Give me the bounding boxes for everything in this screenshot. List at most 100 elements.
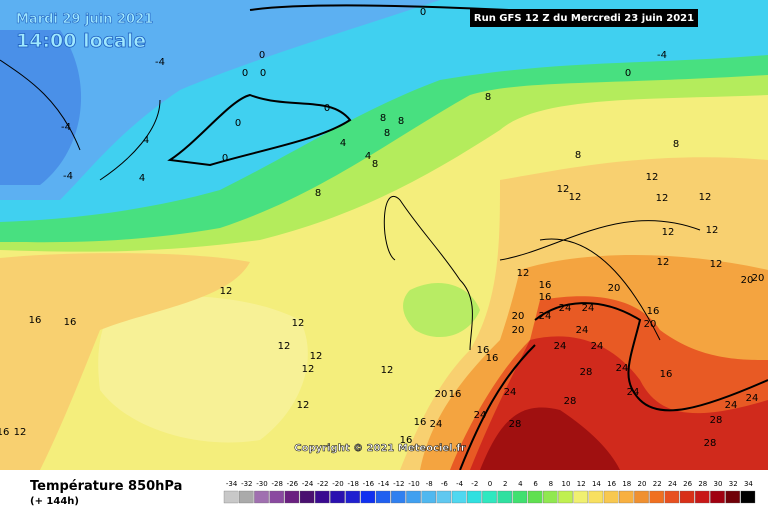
run-info: Run GFS 12 Z du Mercredi 23 juin 2021	[474, 13, 694, 24]
contour-label: 24	[430, 419, 443, 430]
contour-label: 4	[365, 151, 371, 162]
contour-label: 4	[143, 135, 149, 146]
scale-swatch	[482, 490, 497, 504]
scale-label: -14	[378, 480, 390, 488]
legend-title: Température 850hPa	[30, 479, 182, 494]
scale-label: 6	[533, 480, 538, 488]
contour-label: 8	[372, 159, 378, 170]
contour-label: 8	[315, 188, 321, 199]
scale-label: 34	[744, 480, 753, 488]
contour-label: 16	[539, 292, 552, 303]
contour-label: 28	[704, 438, 717, 449]
copyright: Copyright © 2021 Meteociel.fr	[294, 443, 465, 454]
scale-swatch	[740, 490, 756, 504]
scale-swatch	[543, 490, 558, 504]
scale-swatch	[269, 490, 284, 504]
scale-label: 32	[729, 480, 738, 488]
contour-label: 4	[139, 173, 145, 184]
contour-label: 24	[725, 400, 738, 411]
scale-swatch	[375, 490, 391, 504]
scale-label: -24	[302, 480, 314, 488]
contour-label: 12	[292, 318, 305, 329]
legend-subtitle: (+ 144h)	[30, 496, 79, 507]
contour-label: 24	[474, 410, 487, 421]
scale-swatch	[649, 490, 664, 504]
scale-swatch	[436, 490, 452, 504]
field	[98, 296, 308, 443]
contour-label: 16	[414, 417, 427, 428]
scale-swatch	[391, 490, 406, 504]
contour-label: 16	[449, 389, 462, 400]
scale-swatch	[223, 490, 239, 504]
contour-label: 28	[509, 419, 522, 430]
scale-label: 0	[488, 480, 492, 488]
contour-label: 12	[662, 227, 675, 238]
scale-swatch	[573, 490, 588, 504]
scale-label: -6	[441, 480, 449, 488]
contour-label: -4	[61, 122, 71, 133]
contour-label: 28	[564, 396, 577, 407]
scale-label: -34	[226, 480, 238, 488]
contour-label: 24	[554, 341, 567, 352]
color-scale: -34 -32 -30 -28 -26 -24 -22 -20 -18 -16 -14 -12 -10-…	[223, 480, 756, 504]
contour-label: 12	[699, 192, 712, 203]
contour-label: 16	[0, 427, 9, 438]
contour-label: 20	[752, 273, 765, 284]
scale-label: -32	[241, 480, 252, 488]
field	[0, 253, 250, 470]
contour-label: 12	[302, 364, 315, 375]
contour-label: -4	[155, 57, 165, 68]
contour-label: 12	[14, 427, 27, 438]
scale-swatch	[512, 490, 528, 504]
scale-swatch	[467, 490, 482, 504]
scale-swatch	[497, 490, 512, 504]
scale-label: -26	[287, 480, 299, 488]
scale-label: -22	[317, 480, 328, 488]
contour-label: 28	[710, 415, 723, 426]
field	[0, 30, 82, 185]
scale-label: -20	[332, 480, 343, 488]
contour-label: 16	[486, 353, 499, 364]
scale-label: -12	[393, 480, 404, 488]
contour-label: 16	[477, 345, 490, 356]
scale-label: 2	[503, 480, 507, 488]
scale-label: -18	[347, 480, 358, 488]
scale-label: 24	[668, 480, 677, 488]
coastlines	[0, 4, 768, 471]
scale-label: 22	[653, 480, 662, 488]
scale-label: 30	[714, 480, 723, 488]
scale-swatch	[527, 490, 543, 504]
scale-swatch	[299, 490, 315, 504]
contour-label: 8	[673, 139, 679, 150]
contour-label: 12	[517, 268, 530, 279]
field	[480, 407, 620, 470]
contour-label: 0	[324, 103, 330, 114]
contour-label: 12	[656, 193, 669, 204]
contour-label: 12	[557, 184, 570, 195]
contour-label: 20	[644, 319, 657, 330]
scale-label: 18	[622, 480, 631, 488]
scale-label: -28	[271, 480, 282, 488]
contour-label: 16	[647, 306, 660, 317]
scale-swatch	[345, 490, 360, 504]
contour-label: 16	[64, 317, 77, 328]
contour-label: 16	[539, 280, 552, 291]
contour-label: 8	[380, 113, 386, 124]
scale-swatch	[451, 490, 467, 504]
scale-swatch	[710, 490, 725, 504]
scale-swatch	[284, 490, 300, 504]
contour-label: 24	[591, 341, 604, 352]
contour-label: 24	[746, 393, 759, 404]
forecast-time: 14:00 locale	[16, 30, 146, 52]
scale-swatch	[619, 490, 634, 504]
scale-label: 10	[562, 480, 571, 488]
contour-label: 12	[297, 400, 310, 411]
contour-label: 24	[627, 387, 640, 398]
scale-label: 26	[683, 480, 692, 488]
contour-label: 0	[625, 68, 631, 79]
contour-label: 28	[580, 367, 593, 378]
contour-label: -4	[63, 171, 73, 182]
contour-label: 8	[398, 116, 404, 127]
